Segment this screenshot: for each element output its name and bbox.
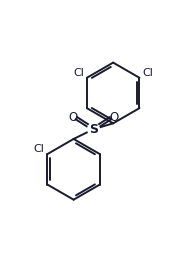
Text: Cl: Cl bbox=[34, 144, 45, 154]
Text: O: O bbox=[110, 111, 119, 124]
Text: Cl: Cl bbox=[73, 68, 84, 78]
Text: Cl: Cl bbox=[142, 68, 153, 78]
Text: S: S bbox=[89, 123, 98, 136]
Circle shape bbox=[88, 123, 99, 135]
Text: O: O bbox=[68, 111, 77, 124]
